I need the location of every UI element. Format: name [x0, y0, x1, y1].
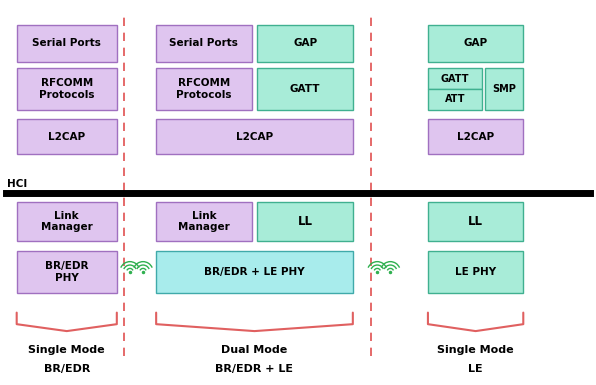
Text: LE PHY: LE PHY: [455, 267, 496, 277]
Text: BR/EDR + LE PHY: BR/EDR + LE PHY: [204, 267, 305, 277]
Text: RFCOMM
Protocols: RFCOMM Protocols: [39, 78, 95, 100]
Text: LL: LL: [468, 215, 483, 228]
Text: HCI: HCI: [7, 179, 27, 189]
FancyBboxPatch shape: [156, 25, 252, 62]
Text: L2CAP: L2CAP: [236, 132, 273, 142]
Text: LL: LL: [297, 215, 313, 228]
FancyBboxPatch shape: [428, 202, 523, 241]
FancyBboxPatch shape: [485, 68, 523, 110]
FancyBboxPatch shape: [156, 251, 353, 293]
Text: Single Mode: Single Mode: [437, 345, 514, 355]
Text: GATT: GATT: [290, 84, 321, 94]
FancyBboxPatch shape: [17, 119, 117, 154]
FancyBboxPatch shape: [17, 251, 117, 293]
FancyBboxPatch shape: [156, 119, 353, 154]
FancyBboxPatch shape: [17, 202, 117, 241]
Text: Serial Ports: Serial Ports: [32, 38, 101, 48]
Text: BR/EDR
PHY: BR/EDR PHY: [45, 261, 88, 283]
Text: BR/EDR: BR/EDR: [44, 364, 90, 374]
Text: SMP: SMP: [492, 84, 516, 94]
Text: Link
Manager: Link Manager: [178, 211, 229, 232]
FancyBboxPatch shape: [257, 68, 353, 110]
Text: Serial Ports: Serial Ports: [169, 38, 238, 48]
FancyBboxPatch shape: [257, 25, 353, 62]
FancyBboxPatch shape: [428, 251, 523, 293]
FancyBboxPatch shape: [428, 25, 523, 62]
Text: GATT: GATT: [441, 74, 470, 84]
FancyBboxPatch shape: [17, 68, 117, 110]
Text: Link
Manager: Link Manager: [41, 211, 92, 232]
Text: L2CAP: L2CAP: [48, 132, 85, 142]
Text: GAP: GAP: [464, 38, 488, 48]
Text: GAP: GAP: [293, 38, 317, 48]
Text: Dual Mode: Dual Mode: [221, 345, 288, 355]
FancyBboxPatch shape: [257, 202, 353, 241]
FancyBboxPatch shape: [428, 89, 482, 110]
FancyBboxPatch shape: [428, 68, 482, 89]
FancyBboxPatch shape: [156, 202, 252, 241]
FancyBboxPatch shape: [428, 119, 523, 154]
Text: L2CAP: L2CAP: [457, 132, 494, 142]
FancyBboxPatch shape: [156, 68, 252, 110]
Text: ATT: ATT: [445, 94, 465, 104]
Text: LE: LE: [468, 364, 483, 374]
Text: RFCOMM
Protocols: RFCOMM Protocols: [176, 78, 232, 100]
FancyBboxPatch shape: [17, 25, 117, 62]
Text: BR/EDR + LE: BR/EDR + LE: [216, 364, 293, 374]
Text: Single Mode: Single Mode: [29, 345, 105, 355]
